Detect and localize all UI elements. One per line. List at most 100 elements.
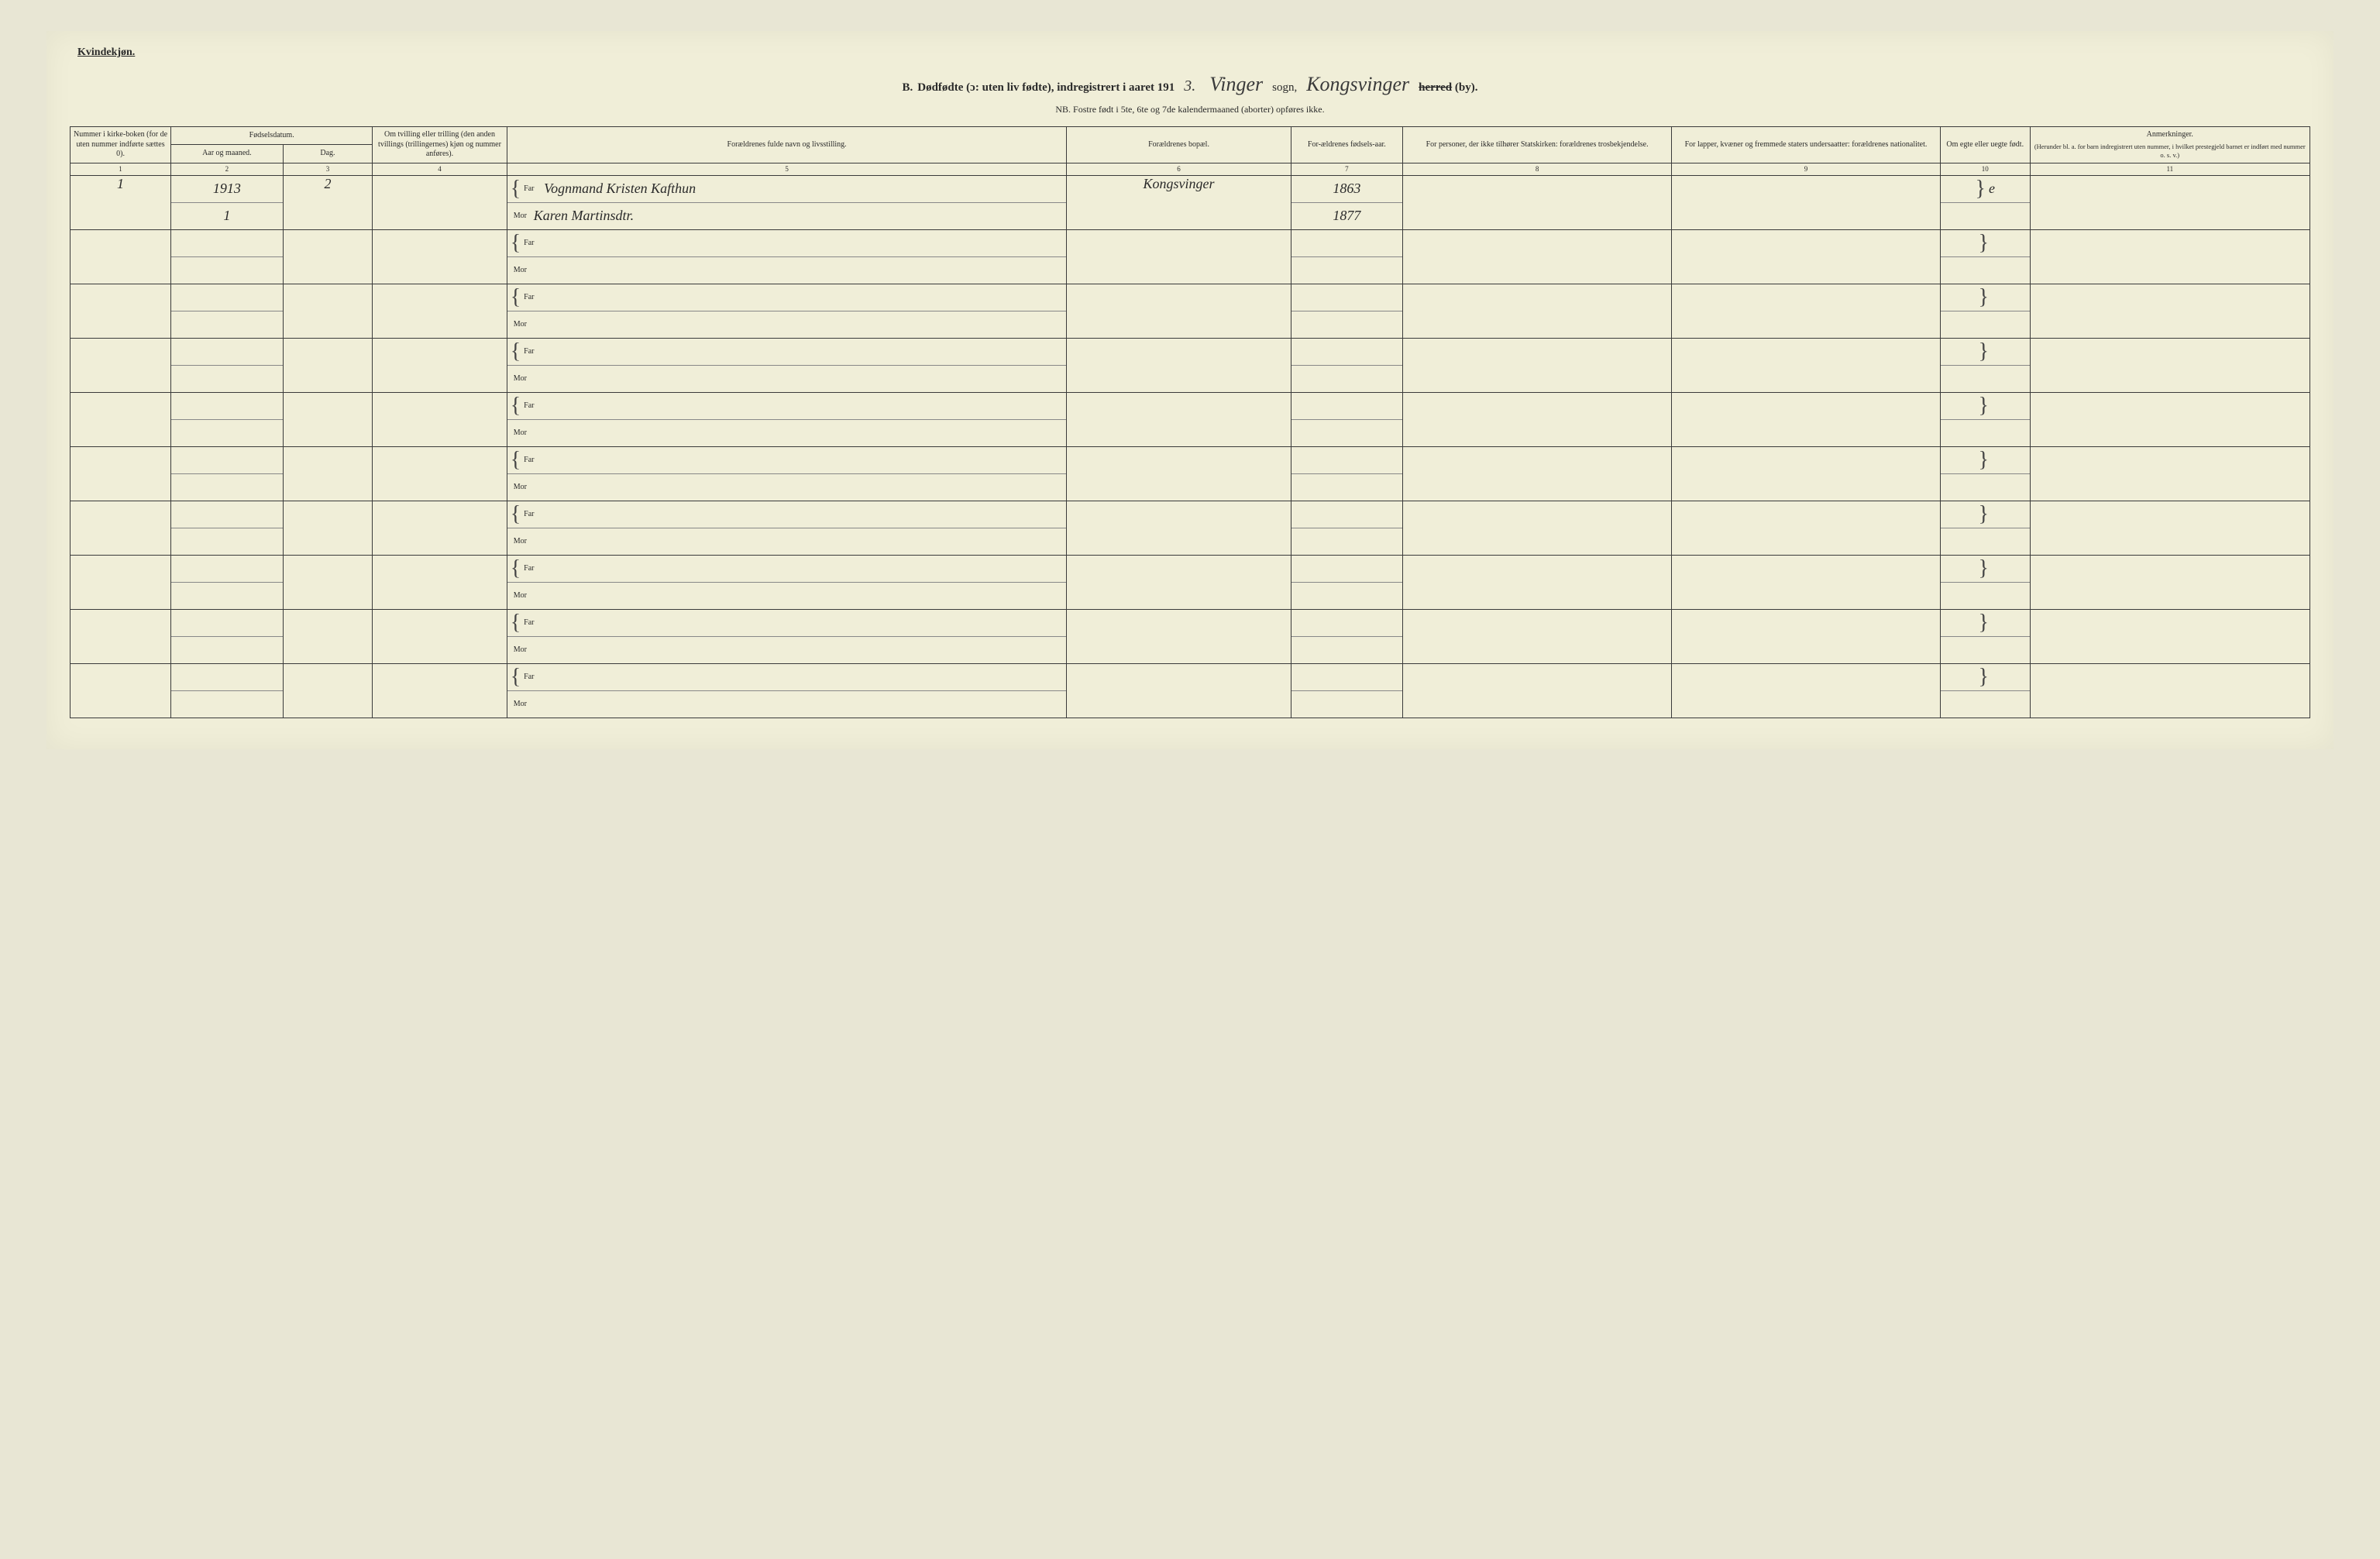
colnum-7: 7: [1291, 163, 1403, 175]
cell-day: [283, 555, 373, 609]
cell-twin: [373, 284, 507, 338]
colnum-9: 9: [1672, 163, 1941, 175]
colnum-1: 1: [71, 163, 171, 175]
cell-num: [71, 338, 171, 392]
cell-residence: [1067, 446, 1291, 501]
cell-residence: [1067, 284, 1291, 338]
cell-nationality: [1672, 501, 1941, 555]
gender-heading: Kvindekjøn.: [77, 46, 2310, 59]
cell-day: [283, 229, 373, 284]
cell-confession: [1403, 284, 1672, 338]
table-row: {Far Mor}: [71, 392, 2310, 446]
subtitle-nb: NB. Fostre født i 5te, 6te og 7de kalend…: [70, 104, 2310, 115]
cell-parents: {Far Mor: [507, 392, 1067, 446]
cell-remarks: [2030, 392, 2309, 446]
cell-num: [71, 555, 171, 609]
table-row: {Far Mor}: [71, 229, 2310, 284]
year-suffix-hw: 3.: [1179, 77, 1200, 95]
colnum-6: 6: [1067, 163, 1291, 175]
colnum-4: 4: [373, 163, 507, 175]
title-line: B. Dødfødte (ɔ: uten liv fødte), indregi…: [70, 73, 2310, 96]
cell-legitimacy: }: [1940, 501, 2030, 555]
col-header-twin: Om tvilling eller trilling (den anden tv…: [373, 127, 507, 163]
colnum-5: 5: [507, 163, 1067, 175]
cell-twin: [373, 663, 507, 718]
cell-parents: {FarVognmand Kristen Kafthun MorKaren Ma…: [507, 175, 1067, 229]
cell-birthyears: [1291, 663, 1403, 718]
cell-confession: [1403, 501, 1672, 555]
cell-birthyears: [1291, 338, 1403, 392]
col-header-birthyear: For-ældrenes fødsels-aar.: [1291, 127, 1403, 163]
cell-remarks: [2030, 229, 2309, 284]
remarks-title: Anmerkninger.: [2033, 130, 2307, 140]
cell-day: [283, 284, 373, 338]
cell-yearmonth: [171, 446, 284, 501]
cell-parents: {Far Mor: [507, 338, 1067, 392]
cell-twin: [373, 392, 507, 446]
cell-parents: {Far Mor: [507, 229, 1067, 284]
cell-twin: [373, 609, 507, 663]
cell-birthyears: [1291, 229, 1403, 284]
cell-yearmonth: [171, 229, 284, 284]
cell-twin: [373, 338, 507, 392]
cell-birthyears: [1291, 555, 1403, 609]
cell-residence: [1067, 501, 1291, 555]
cell-birthyears: [1291, 609, 1403, 663]
col-header-nationality: For lapper, kvæner og fremmede staters u…: [1672, 127, 1941, 163]
table-row: {Far Mor}: [71, 446, 2310, 501]
cell-parents: {Far Mor: [507, 501, 1067, 555]
cell-nationality: [1672, 175, 1941, 229]
cell-num: [71, 663, 171, 718]
cell-residence: [1067, 609, 1291, 663]
cell-day: [283, 392, 373, 446]
cell-twin: [373, 175, 507, 229]
cell-day: [283, 663, 373, 718]
cell-nationality: [1672, 284, 1941, 338]
title-main: Dødfødte (ɔ: uten liv fødte), indregistr…: [917, 81, 1175, 95]
cell-remarks: [2030, 175, 2309, 229]
cell-yearmonth: [171, 501, 284, 555]
cell-birthyears: [1291, 284, 1403, 338]
cell-yearmonth: [171, 555, 284, 609]
cell-confession: [1403, 229, 1672, 284]
remarks-sub: (Herunder bl. a. for barn indregistrert …: [2033, 143, 2307, 159]
cell-birthyears: 18631877: [1291, 175, 1403, 229]
cell-legitimacy: }e: [1940, 175, 2030, 229]
table-row: {Far Mor}: [71, 284, 2310, 338]
cell-num: [71, 501, 171, 555]
col-header-confession: For personer, der ikke tilhører Statskir…: [1403, 127, 1672, 163]
cell-day: [283, 501, 373, 555]
cell-day: [283, 446, 373, 501]
col-header-remarks: Anmerkninger. (Herunder bl. a. for barn …: [2030, 127, 2309, 163]
sogn-label: sogn,: [1272, 81, 1297, 95]
cell-legitimacy: }: [1940, 555, 2030, 609]
colnum-11: 11: [2030, 163, 2309, 175]
cell-yearmonth: [171, 284, 284, 338]
cell-legitimacy: }: [1940, 284, 2030, 338]
cell-twin: [373, 229, 507, 284]
cell-yearmonth: [171, 338, 284, 392]
register-table: Nummer i kirke-boken (for de uten nummer…: [70, 126, 2310, 718]
cell-yearmonth: [171, 663, 284, 718]
cell-yearmonth: 19131: [171, 175, 284, 229]
cell-parents: {Far Mor: [507, 609, 1067, 663]
cell-confession: [1403, 338, 1672, 392]
cell-legitimacy: }: [1940, 663, 2030, 718]
col-header-yearmonth: Aar og maaned.: [171, 145, 284, 163]
cell-residence: [1067, 392, 1291, 446]
sogn-handwritten: Vinger: [1205, 73, 1267, 96]
cell-nationality: [1672, 555, 1941, 609]
cell-day: [283, 338, 373, 392]
col-header-parents: Forældrenes fulde navn og livsstilling.: [507, 127, 1067, 163]
herred-strike: herred: [1419, 81, 1452, 94]
cell-birthyears: [1291, 446, 1403, 501]
cell-nationality: [1672, 609, 1941, 663]
table-row: {Far Mor}: [71, 555, 2310, 609]
cell-day: 2: [283, 175, 373, 229]
col-header-date-group: Fødselsdatum.: [171, 127, 373, 145]
cell-remarks: [2030, 446, 2309, 501]
cell-parents: {Far Mor: [507, 663, 1067, 718]
cell-parents: {Far Mor: [507, 446, 1067, 501]
table-row: {Far Mor}: [71, 663, 2310, 718]
colnum-2: 2: [171, 163, 284, 175]
